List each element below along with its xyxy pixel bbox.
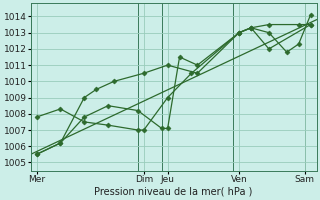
X-axis label: Pression niveau de la mer( hPa ): Pression niveau de la mer( hPa ) <box>94 187 253 197</box>
